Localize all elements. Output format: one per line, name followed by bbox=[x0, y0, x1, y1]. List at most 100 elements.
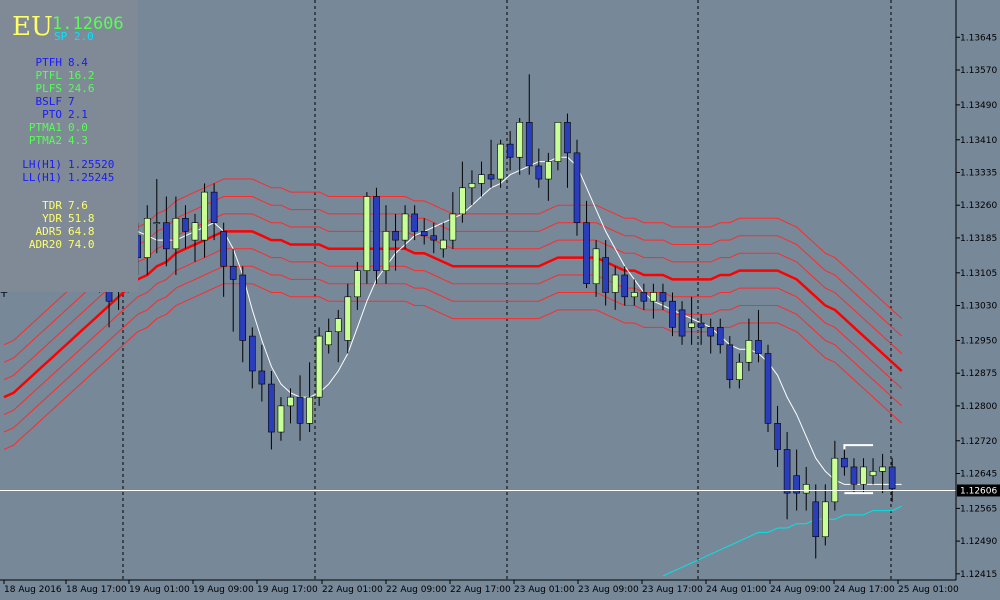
candle-body bbox=[449, 213, 457, 241]
info-row-label: PTMA1 bbox=[28, 121, 62, 134]
candle bbox=[793, 449, 800, 511]
candle-body bbox=[611, 274, 619, 293]
candle-body bbox=[497, 143, 504, 180]
candle-body bbox=[478, 174, 485, 184]
price-tag bbox=[957, 484, 1000, 497]
candle bbox=[497, 139, 504, 188]
price-tick-label: 1.13490 bbox=[960, 101, 997, 111]
candle-body bbox=[411, 213, 418, 232]
candle-body bbox=[745, 340, 753, 363]
candle bbox=[650, 283, 657, 319]
candle-body bbox=[430, 235, 438, 241]
candle-body bbox=[554, 122, 562, 162]
info-panel: EU 1.12606 SP 2.0 PTFH 8.4 PTFL 16.2 PLFS 24.… bbox=[0, 0, 138, 292]
info-row-value: 7.6 bbox=[68, 199, 88, 212]
candle bbox=[163, 196, 170, 267]
candle-body bbox=[306, 396, 313, 424]
candle bbox=[621, 266, 629, 306]
candle bbox=[268, 370, 275, 450]
candle-body bbox=[592, 248, 600, 285]
candle-body bbox=[621, 274, 629, 298]
price-tick-label: 1.13030 bbox=[960, 302, 997, 312]
candle-body bbox=[535, 165, 543, 180]
candle bbox=[354, 261, 361, 310]
candle bbox=[888, 458, 896, 502]
candle bbox=[669, 292, 676, 337]
candle-body bbox=[821, 501, 829, 538]
candle bbox=[564, 113, 571, 188]
info-row-value: 0.0 bbox=[68, 121, 88, 134]
info-row-value: 7 bbox=[68, 95, 75, 108]
candle bbox=[630, 279, 638, 306]
time-axis[interactable]: 18 Aug 2016 18 Aug 17:00 19 Aug 01:00 19 Au… bbox=[0, 579, 959, 600]
time-tick-label: 22 Aug 17:00 bbox=[450, 585, 511, 595]
info-row-value: 74.0 bbox=[68, 238, 95, 251]
candle-body bbox=[525, 122, 533, 167]
time-tick-label: 19 Aug 17:00 bbox=[257, 585, 318, 595]
time-tick-label: 24 Aug 01:00 bbox=[706, 585, 767, 595]
info-row-label: PTFH bbox=[35, 56, 63, 69]
candle-body bbox=[888, 466, 896, 490]
candle-body bbox=[325, 331, 333, 346]
candle-body bbox=[506, 143, 514, 158]
time-tick-label: 19 Aug 01:00 bbox=[129, 585, 190, 595]
candle-body bbox=[573, 152, 581, 223]
candle bbox=[296, 375, 304, 441]
price-axis-background bbox=[956, 0, 1000, 600]
candle bbox=[516, 117, 524, 175]
price-tick-label: 1.12490 bbox=[960, 537, 997, 547]
candle bbox=[229, 248, 237, 332]
candle-body bbox=[707, 327, 715, 337]
candle-body bbox=[869, 471, 877, 476]
candle bbox=[688, 296, 695, 345]
candle-body bbox=[783, 449, 791, 494]
candle bbox=[401, 205, 409, 249]
candle-body bbox=[564, 122, 571, 154]
candle-body bbox=[583, 222, 590, 285]
candle-body bbox=[879, 466, 886, 472]
info-row-label: PLFS bbox=[35, 82, 63, 95]
candle bbox=[545, 152, 552, 201]
candle-body bbox=[172, 217, 180, 250]
candle-body bbox=[420, 231, 428, 237]
candle-body bbox=[439, 239, 447, 250]
candle bbox=[449, 192, 457, 249]
candle bbox=[602, 240, 609, 306]
candle bbox=[736, 353, 743, 389]
price-tick-label: 1.13335 bbox=[960, 168, 997, 178]
candle bbox=[249, 327, 256, 389]
time-tick-label: 24 Aug 09:00 bbox=[770, 585, 831, 595]
candle bbox=[220, 222, 227, 297]
band-center-line bbox=[3, 230, 903, 399]
candle bbox=[344, 283, 352, 354]
candle bbox=[306, 362, 313, 433]
candle-body bbox=[726, 344, 734, 381]
price-axis[interactable]: 1.13645 1.13570 1.13490 1.13410 1.13335 1.132… bbox=[955, 0, 1000, 600]
candle-body bbox=[287, 396, 294, 407]
candle-body bbox=[716, 327, 724, 346]
price-tick-label: 1.12415 bbox=[960, 570, 997, 580]
info-row-value: 51.8 bbox=[68, 212, 95, 225]
candle bbox=[726, 336, 734, 389]
info-row-label: BSLF bbox=[35, 95, 63, 108]
candle bbox=[172, 196, 180, 276]
price-tick-label: 1.13410 bbox=[960, 136, 997, 146]
price-tick-label: 1.12645 bbox=[960, 469, 997, 479]
candle-body bbox=[392, 231, 399, 241]
price-tick-label: 1.13570 bbox=[960, 66, 997, 76]
info-row-value: 64.8 bbox=[68, 225, 95, 238]
candle bbox=[764, 344, 772, 433]
price-tick-label: 1.12875 bbox=[960, 369, 997, 379]
candle-body bbox=[736, 361, 743, 381]
time-tick-label: 23 Aug 09:00 bbox=[578, 585, 639, 595]
candle bbox=[487, 139, 495, 188]
time-tick-label: 18 Aug 2016 bbox=[4, 585, 62, 595]
candle-body bbox=[802, 484, 810, 494]
candle bbox=[439, 222, 447, 258]
info-row-label: ADR20 bbox=[28, 238, 62, 251]
candlesticks bbox=[0, 74, 896, 559]
candle-body bbox=[774, 423, 781, 450]
spread-label: SP 2.0 bbox=[54, 30, 94, 43]
